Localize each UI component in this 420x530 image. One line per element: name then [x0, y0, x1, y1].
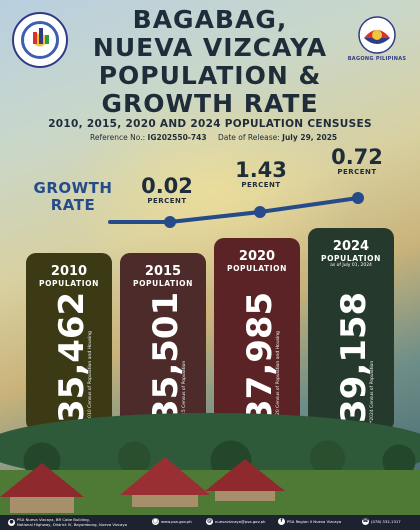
population-card-2015: 2015 POPULATION 35,501 *2015 Census of P…: [120, 253, 206, 431]
reference-number: Reference No.: IG202550-743: [90, 133, 207, 142]
population-card-2020: 2020 POPULATION 37,985 *2020 Census of P…: [214, 238, 300, 431]
location-icon: ●: [8, 519, 15, 526]
bagong-pilipinas-emblem-icon: [358, 16, 396, 54]
facebook-icon: f: [278, 518, 285, 525]
population-card-2010: 2010 POPULATION 35,462 *2010 Census of P…: [26, 253, 112, 431]
mail-icon: @: [206, 518, 213, 525]
growth-rate-2015: 0.02 PERCENT: [141, 174, 193, 205]
title-line-1: BAGABAG,: [132, 5, 288, 34]
growth-point-2015: [164, 216, 176, 228]
growth-point-2020: [254, 206, 266, 218]
footer-address: ● PSA Nueva Vizcaya, BR Cabe Building, N…: [8, 517, 127, 527]
growth-point-2024: [352, 192, 364, 204]
footer-website[interactable]: ◯ www.psa.gov.ph: [152, 518, 192, 525]
bagong-pilipinas-logo: BAGONG PILIPINAS: [346, 16, 408, 68]
population-card-2024: 2024 POPULATION as of July 01, 2024 39,1…: [308, 228, 394, 431]
landscape-photo: [0, 395, 420, 517]
page-subtitle: 2010, 2015, 2020 AND 2024 POPULATION CEN…: [48, 118, 372, 130]
cottage: [120, 457, 210, 507]
globe-icon: ◯: [152, 518, 159, 525]
release-date: Date of Release: July 29, 2025: [218, 133, 338, 142]
growth-rate-2020: 1.43 PERCENT: [235, 158, 287, 189]
footer-facebook[interactable]: f PSA Region II Nueva Vizcaya: [278, 518, 341, 525]
title-line-3: POPULATION &: [98, 61, 322, 90]
growth-rate-title: GROWTH RATE: [33, 179, 113, 214]
bagong-pilipinas-text: BAGONG PILIPINAS: [347, 56, 407, 62]
footer-email[interactable]: @ nuevavizcaya@psa.gov.ph: [206, 518, 266, 525]
cottage: [0, 463, 84, 513]
population-as-of: as of July 01, 2024: [330, 263, 372, 268]
title-line-4: GROWTH RATE: [101, 89, 319, 118]
title-line-2: NUEVA VIZCAYA: [92, 33, 328, 62]
footer-phone: ☎ (078) 332-1317: [362, 518, 401, 525]
phone-icon: ☎: [362, 518, 369, 525]
growth-rate-2024: 0.72 PERCENT: [331, 145, 383, 176]
page-title: BAGABAG, NUEVA VIZCAYA POPULATION & GROW…: [70, 6, 350, 118]
psa-logo: [12, 12, 68, 68]
cottage: [205, 459, 285, 501]
footer: ● PSA Nueva Vizcaya, BR Cabe Building, N…: [0, 515, 420, 530]
